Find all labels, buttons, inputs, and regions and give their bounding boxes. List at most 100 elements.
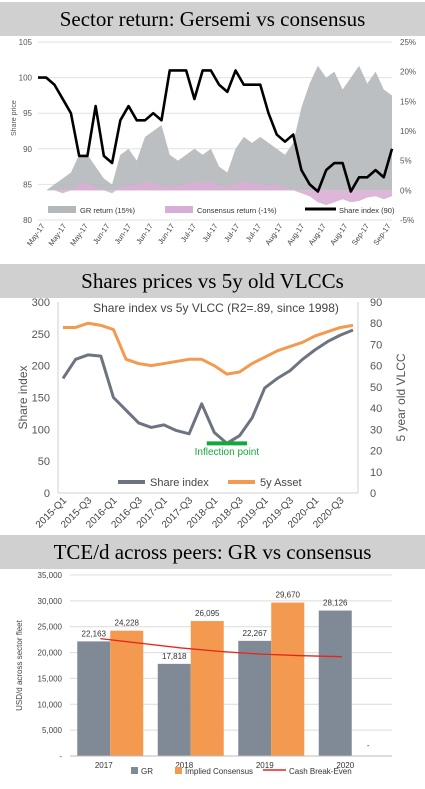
- x-tick-label: Aug-17: [285, 222, 306, 247]
- gr-return-area: [38, 65, 392, 191]
- y-tick-right: 10%: [400, 127, 416, 136]
- legend-label-consensus: Implied Consensus: [185, 767, 253, 776]
- chart3-title: TCE/d across peers: GR vs consensus: [0, 535, 425, 569]
- consensus-bar-label: 24,228: [115, 619, 140, 628]
- chart1-title: Sector return: Gersemi vs consensus: [0, 2, 425, 36]
- x-tick-label: Aug-17: [328, 222, 349, 247]
- y-tick-left: 50: [38, 456, 50, 468]
- y-tick-right: 0: [370, 488, 376, 500]
- x-tick-label: Jul-17: [179, 222, 198, 244]
- y-tick: 20,000: [38, 649, 63, 658]
- y-tick: 30,000: [38, 597, 63, 606]
- gr-bar-label: 28,126: [323, 599, 348, 608]
- y-axis-label-left: Share index: [16, 365, 30, 429]
- consensus-bar-label: 26,095: [195, 609, 220, 618]
- consensus-bar-label: 29,670: [276, 591, 301, 600]
- y-tick-left: 90: [23, 145, 32, 154]
- y-tick: 15,000: [38, 674, 63, 683]
- inflection-label: Inflection point: [195, 447, 260, 458]
- y-tick-right: 50: [370, 382, 382, 394]
- x-tick-label: Jun-17: [156, 222, 177, 246]
- consensus-bar: [271, 602, 305, 756]
- consensus-return-area: [38, 181, 392, 206]
- x-tick-label: 2017: [95, 761, 113, 770]
- x-tick-label: Sep-17: [350, 222, 371, 247]
- x-tick-label: Sep-17: [371, 222, 392, 247]
- legend-label-consensus: Consensus return (-1%): [197, 206, 277, 215]
- y-tick: 25,000: [38, 623, 63, 632]
- y-tick-left: 200: [32, 361, 50, 373]
- x-tick-label: Jul-17: [222, 222, 241, 244]
- break-even-line: [100, 637, 342, 658]
- x-tick-label: Jul-17: [201, 222, 220, 244]
- chart2-title: Shares prices vs 5y old VLCCs: [0, 264, 425, 298]
- y-tick: 5,000: [42, 726, 63, 735]
- y-tick: -: [59, 752, 62, 761]
- legend-swatch-consensus: [165, 206, 193, 213]
- y-tick-right: 10: [370, 467, 382, 479]
- legend-swatch-gr: [48, 206, 76, 213]
- y-tick-left: 95: [23, 109, 32, 118]
- legend-label-breakeven: Cash Break-Even: [289, 767, 352, 776]
- y-tick-right: 5%: [400, 157, 412, 166]
- chart2-subtitle: Share index vs 5y VLCC (R2=.89, since 19…: [93, 301, 339, 315]
- y-axis-label-right: 5 year old VLCC: [394, 353, 408, 441]
- legend-swatch-consensus: [175, 767, 182, 774]
- legend-label-share: Share index: [150, 477, 209, 489]
- legend-label-gr: GR: [141, 767, 153, 776]
- y-tick-right: 25%: [400, 38, 416, 47]
- x-tick-label: Jun-17: [113, 222, 134, 246]
- y-tick-right: 0%: [400, 186, 412, 195]
- y-tick-right: 90: [370, 298, 382, 309]
- y-axis-label: USD/d across sector fleet: [15, 619, 24, 710]
- x-tick-label: Jul-17: [244, 222, 263, 244]
- chart3-svg: - 5,000 10,000 15,000 20,000 25,000 30,000 35,0…: [15, 571, 392, 776]
- y-tick-left: 80: [23, 216, 32, 225]
- consensus-bar: [110, 630, 144, 756]
- y-tick-right: 20: [370, 446, 382, 458]
- y-tick: 10,000: [38, 700, 63, 709]
- x-tick-label: Aug-17: [307, 222, 328, 247]
- legend-label-gr: GR return (15%): [80, 206, 136, 215]
- consensus-bar: [190, 621, 224, 756]
- legend-swatch-gr: [131, 767, 138, 774]
- y-tick-left: 85: [23, 180, 32, 189]
- x-tick-label: 2018: [175, 761, 193, 770]
- x-tick-label: Jun-17: [91, 222, 112, 246]
- legend-label-share: Share index (90): [339, 206, 395, 215]
- chart1-svg: 80 85 90 95 100 105 -5% 0% 5% 10% 15% 20% 25% Share p…: [11, 38, 416, 248]
- gr-bar-label: 22,267: [243, 629, 268, 638]
- gr-bar-label: 17,818: [162, 652, 187, 661]
- y-tick-left: 300: [32, 298, 50, 309]
- y-tick-left: 105: [19, 38, 33, 47]
- y-tick-right: 40: [370, 403, 382, 415]
- gr-bar: [318, 610, 352, 756]
- y-tick-right: 30: [370, 424, 382, 436]
- x-tick-label: Jun-17: [134, 222, 155, 246]
- x-tick-label: Aug-17: [263, 222, 284, 247]
- gr-bar: [238, 640, 272, 756]
- consensus-bar-label: -: [367, 741, 370, 750]
- gr-bar: [157, 663, 191, 756]
- y-tick-right: 70: [370, 339, 382, 351]
- asset-line: [63, 321, 354, 376]
- y-tick-right: 60: [370, 361, 382, 373]
- share-index-line: [61, 328, 354, 445]
- y-axis-label-left: Share price: [11, 100, 18, 136]
- y-tick: 35,000: [38, 571, 63, 580]
- gr-bar-label: 22,163: [82, 629, 107, 638]
- share-index-line: [38, 69, 394, 193]
- y-tick-left: 100: [32, 424, 50, 436]
- y-tick-right: 20%: [400, 68, 416, 77]
- y-tick-right: -5%: [400, 216, 414, 225]
- gr-bar: [77, 641, 111, 756]
- legend-label-asset: 5y Asset: [260, 477, 302, 489]
- x-tick-label: May-17: [47, 222, 69, 248]
- y-tick-right: 15%: [400, 97, 416, 106]
- x-tick-label: 2019: [256, 761, 274, 770]
- y-tick-right: 80: [370, 318, 382, 330]
- y-tick-left: 100: [19, 74, 33, 83]
- chart2-svg: 0 50 100 150 200 250 300 0 10 20 30 40 50 60 70 80 90 Sha…: [16, 298, 408, 531]
- x-tick-label: May-17: [68, 222, 90, 248]
- y-tick-left: 250: [32, 329, 50, 341]
